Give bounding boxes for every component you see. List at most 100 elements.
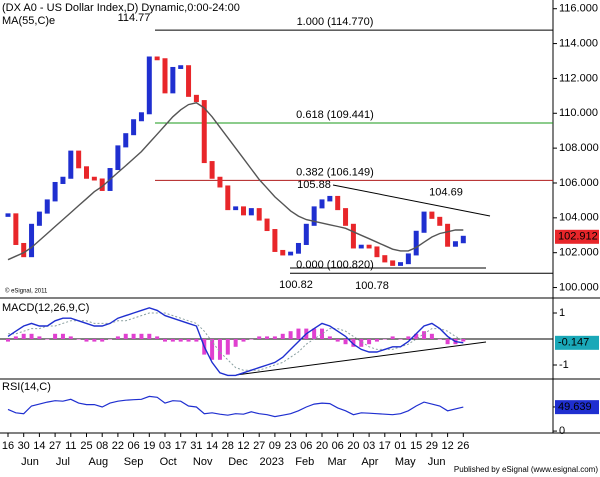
candle <box>115 145 121 171</box>
month-label: Aug <box>88 456 108 468</box>
chart-title: (DX A0 - US Dollar Index,D) Dynamic,0:00… <box>2 2 240 14</box>
histogram-bar <box>13 336 18 339</box>
annotation: 114.77 <box>118 12 151 24</box>
month-label: Jul <box>56 456 70 468</box>
month-label: Jun <box>428 456 446 468</box>
y-tick-label: 114.000 <box>559 37 598 49</box>
candle <box>201 100 207 164</box>
x-tick-label: 01 <box>394 440 406 452</box>
x-tick-label: 14 <box>206 440 218 452</box>
value-box-label: 102.912 <box>558 231 598 243</box>
month-label: Oct <box>160 456 177 468</box>
histogram-bar <box>92 339 97 342</box>
candle <box>91 176 97 181</box>
candle <box>186 65 192 97</box>
x-tick-label: 03 <box>159 440 171 452</box>
y-tick-label: 106.000 <box>559 177 599 189</box>
month-label: Mar <box>327 456 346 468</box>
histogram-bar <box>170 339 175 342</box>
month-label: Dec <box>228 456 248 468</box>
x-tick-label: 12 <box>237 440 249 452</box>
histogram-bar <box>163 339 167 342</box>
x-tick-label: 16 <box>2 440 14 452</box>
candle <box>29 223 35 258</box>
annotation: 100.78 <box>355 280 389 292</box>
x-tick-label: 27 <box>253 440 265 452</box>
candle <box>146 56 152 115</box>
x-tick-label: 17 <box>175 440 187 452</box>
candle <box>366 244 372 249</box>
ma-line <box>7 102 464 261</box>
x-tick-label: 06 <box>127 440 139 452</box>
candle <box>60 176 66 184</box>
y-tick-label: 112.000 <box>559 72 598 84</box>
histogram-bar <box>437 339 442 340</box>
x-tick-label: 26 <box>457 440 469 452</box>
candle <box>303 223 309 245</box>
histogram-bar <box>296 328 301 339</box>
x-tick-label: 20 <box>347 440 359 452</box>
candle <box>429 211 435 219</box>
candle <box>44 199 50 214</box>
month-label: Nov <box>193 456 213 468</box>
histogram-bar <box>131 333 136 339</box>
candle <box>398 262 403 266</box>
histogram-bar <box>320 328 324 339</box>
candle <box>288 251 294 256</box>
annotation: 105.88 <box>297 179 331 191</box>
month-label: Feb <box>295 456 314 468</box>
histogram-bar <box>6 339 10 342</box>
histogram-bar <box>461 339 466 342</box>
candle <box>390 260 396 266</box>
month-label: Jun <box>21 456 39 468</box>
histogram-bar <box>249 339 254 340</box>
histogram-bar <box>241 339 246 342</box>
histogram-bar <box>76 339 81 340</box>
x-tick-label: 25 <box>80 440 92 452</box>
candle <box>233 206 239 211</box>
value-box <box>555 400 599 415</box>
candle <box>272 229 278 252</box>
candle <box>217 176 223 188</box>
histogram-bar <box>45 339 50 340</box>
x-tick-label: 14 <box>33 440 45 452</box>
candle <box>374 246 380 258</box>
candle <box>178 65 184 69</box>
candle <box>170 66 176 94</box>
fib-label: 0.382 (106.149) <box>296 166 374 178</box>
candle <box>131 119 137 136</box>
histogram-bar <box>37 336 42 339</box>
histogram-bar <box>210 339 215 360</box>
annotation: 100.82 <box>279 279 313 291</box>
candle <box>445 223 451 247</box>
x-tick-label: 28 <box>222 440 234 452</box>
histogram-bar <box>335 339 340 342</box>
x-tick-label: 19 <box>143 440 155 452</box>
y-tick-label: 100.000 <box>559 281 599 293</box>
y-tick-label: 110.000 <box>559 107 598 119</box>
trend-line <box>235 341 487 376</box>
candle <box>295 242 301 254</box>
histogram-bar <box>374 339 379 342</box>
histogram-bar <box>406 336 411 339</box>
fib-label: 0.000 (100.820) <box>296 259 374 271</box>
y-tick-label: 116.000 <box>559 3 598 15</box>
y-tick-label: 0 <box>559 425 565 437</box>
x-tick-label: 20 <box>316 440 328 452</box>
candle <box>84 166 89 179</box>
candle <box>264 218 270 232</box>
histogram-bar <box>257 336 262 339</box>
panel-title: RSI(14,C) <box>2 381 51 393</box>
trend-line <box>332 184 491 217</box>
candle <box>209 161 215 179</box>
candle <box>248 208 254 216</box>
histogram-bar <box>108 339 113 340</box>
candle <box>123 133 129 148</box>
y-tick-label: 1 <box>559 307 565 319</box>
candle <box>36 211 42 226</box>
candle <box>138 112 144 122</box>
histogram-bar <box>272 336 277 339</box>
annotation: 104.69 <box>429 187 463 199</box>
